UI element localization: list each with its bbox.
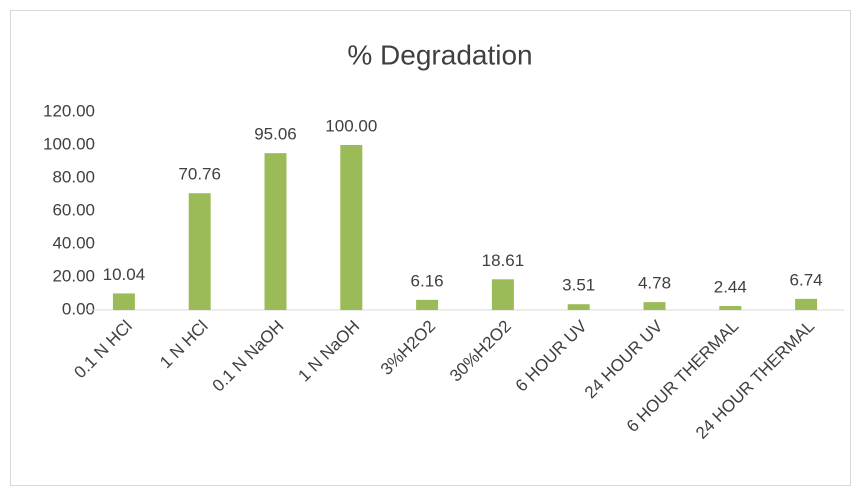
data-label: 100.00 xyxy=(325,116,377,135)
bar xyxy=(719,305,742,310)
x-tick-label: 1 N HCl xyxy=(156,317,212,373)
y-tick-label: 80.00 xyxy=(52,167,95,186)
data-label: 2.44 xyxy=(714,277,747,296)
x-tick-label: 3%H2O2 xyxy=(377,317,439,379)
x-tick-label: 24 HOUR UV xyxy=(581,316,667,402)
data-label: 10.04 xyxy=(103,265,146,284)
x-tick-label: 0.1 N HCl xyxy=(70,317,136,383)
y-tick-label: 40.00 xyxy=(52,233,95,252)
x-tick-label: 1 N NaOH xyxy=(294,317,363,386)
bar xyxy=(643,302,666,310)
data-label: 18.61 xyxy=(482,251,525,270)
bar xyxy=(112,293,135,310)
data-label: 3.51 xyxy=(562,276,595,295)
x-tick-label: 30%H2O2 xyxy=(446,317,515,386)
data-label: 95.06 xyxy=(254,125,297,144)
data-label: 4.78 xyxy=(638,274,671,293)
data-label: 70.76 xyxy=(178,165,221,184)
x-tick-label: 6 HOUR UV xyxy=(512,316,591,395)
bar xyxy=(491,279,514,310)
y-tick-label: 20.00 xyxy=(52,266,95,285)
bar xyxy=(188,193,211,310)
bar xyxy=(795,298,818,310)
bar xyxy=(416,299,439,310)
bar xyxy=(567,304,590,310)
y-tick-label: 120.00 xyxy=(43,101,95,120)
y-tick-label: 0.00 xyxy=(62,299,95,318)
data-label: 6.16 xyxy=(411,271,444,290)
bar xyxy=(264,153,287,310)
y-tick-label: 100.00 xyxy=(43,134,95,153)
x-tick-label: 0.1 N NaOH xyxy=(209,317,288,396)
data-label: 6.74 xyxy=(790,270,823,289)
chart-title: % Degradation xyxy=(347,39,532,70)
y-tick-label: 60.00 xyxy=(52,200,95,219)
bar xyxy=(340,145,363,310)
